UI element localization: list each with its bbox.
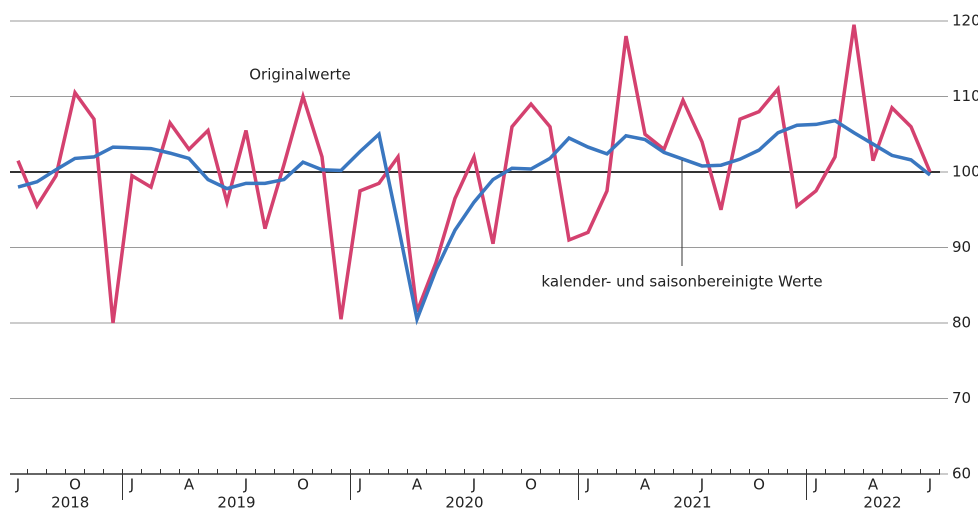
x-tick-label: O	[753, 476, 765, 494]
x-tick-label: A	[184, 476, 195, 494]
series-label: kalender- und saisonbereinigte Werte	[541, 273, 822, 291]
series-line	[17, 118, 932, 326]
x-tick-label: O	[297, 476, 309, 494]
year-label: 2018	[51, 494, 89, 512]
y-tick-label: 60	[952, 465, 971, 483]
y-tick-label: 100	[952, 163, 978, 181]
x-tick-label: O	[525, 476, 537, 494]
x-tick-label: J	[129, 476, 134, 494]
series-label: Originalwerte	[249, 66, 350, 84]
y-tick-label: 120	[952, 12, 978, 30]
x-tick-label: O	[69, 476, 81, 494]
year-label: 2020	[445, 494, 483, 512]
x-tick-label: J	[699, 476, 704, 494]
x-tick-label: A	[868, 476, 879, 494]
year-label: 2021	[673, 494, 711, 512]
y-tick-label: 110	[952, 87, 978, 105]
x-tick-label: J	[927, 476, 932, 494]
x-tick-label: A	[640, 476, 651, 494]
year-label: 2019	[217, 494, 255, 512]
x-tick-label: J	[585, 476, 590, 494]
x-tick-label: J	[357, 476, 362, 494]
x-tick-label: J	[15, 476, 20, 494]
series-line	[16, 24, 932, 324]
x-tick-label: J	[471, 476, 476, 494]
y-tick-label: 80	[952, 314, 971, 332]
y-tick-label: 90	[952, 238, 971, 256]
y-tick-label: 70	[952, 389, 971, 407]
x-tick-label: J	[243, 476, 248, 494]
year-label: 2022	[863, 494, 901, 512]
x-tick-label: J	[813, 476, 818, 494]
x-tick-label: A	[412, 476, 423, 494]
